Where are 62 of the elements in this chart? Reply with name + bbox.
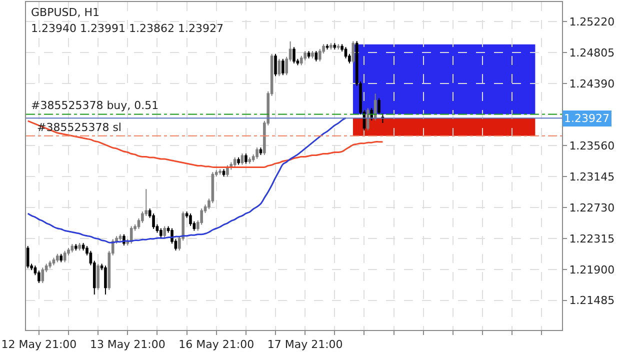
candlestick xyxy=(300,55,303,66)
chart-title: GBPUSD, H1 xyxy=(31,6,100,19)
candlestick xyxy=(378,98,380,116)
candlestick xyxy=(118,234,122,242)
candlestick xyxy=(26,245,30,269)
candlestick xyxy=(326,44,329,50)
text: 1.23940 1.23991 1.23862 1.23927 xyxy=(31,22,224,35)
candlestick xyxy=(336,44,340,50)
candlestick xyxy=(330,42,332,50)
candlestick xyxy=(222,168,226,178)
candlestick xyxy=(63,250,66,263)
candlestick xyxy=(233,156,236,168)
candlestick xyxy=(256,147,258,160)
y-tick-label: 1.23560 xyxy=(569,139,615,152)
candlestick xyxy=(56,253,59,263)
x-tick-label: 17 May 21:00 xyxy=(267,338,343,352)
y-tick-label: 1.22315 xyxy=(569,232,615,246)
candlestick xyxy=(130,226,133,244)
x-tick-label: 16 May 21:00 xyxy=(178,338,254,352)
ref-line-label: #385525378 buy, 0.51 xyxy=(31,99,159,112)
x-tick-label: 12 May 21:00 xyxy=(1,338,77,352)
candlestick xyxy=(244,152,248,164)
candlestick xyxy=(152,212,155,230)
candlestick xyxy=(70,244,74,253)
candlestick xyxy=(274,53,277,77)
candlestick xyxy=(259,147,262,156)
line-series xyxy=(27,120,384,168)
y-tick-label: 1.25220 xyxy=(569,16,615,29)
candlestick xyxy=(48,260,52,269)
candlestick xyxy=(52,257,56,266)
candlestick xyxy=(282,58,284,76)
candlestick xyxy=(163,226,166,238)
candlestick xyxy=(381,112,384,124)
candlestick xyxy=(314,50,318,62)
candlestick xyxy=(352,40,355,64)
candlestick xyxy=(366,108,370,131)
ref-line-label: 1.23927 xyxy=(564,112,610,125)
candlestick xyxy=(160,228,162,238)
x-tick-label: 13 May 21:00 xyxy=(90,338,166,352)
y-tick-label: 1.24805 xyxy=(569,46,615,60)
y-tick-label: 1.21485 xyxy=(569,294,615,308)
y-tick-label: 1.24390 xyxy=(569,77,615,90)
candlestick xyxy=(307,50,310,59)
y-tick-label: 1.23145 xyxy=(569,170,615,184)
candlestick xyxy=(248,156,252,164)
y-tick-label: 1.22730 xyxy=(569,201,615,214)
candlestick xyxy=(60,253,63,263)
candlestick xyxy=(41,267,44,284)
candlestick xyxy=(278,58,281,77)
candlestick xyxy=(240,152,244,166)
candlestick xyxy=(74,244,78,251)
candlestick xyxy=(96,263,100,290)
candlestick xyxy=(104,265,107,295)
candlestick xyxy=(78,242,82,251)
candlestick xyxy=(311,50,314,59)
line-series xyxy=(27,117,346,244)
candlestick xyxy=(333,42,336,50)
candlestick xyxy=(226,164,229,178)
candlestick xyxy=(218,168,222,176)
candlestick xyxy=(237,156,240,166)
y-tick-label: 1.21900 xyxy=(569,263,615,276)
candlestick xyxy=(292,46,296,64)
